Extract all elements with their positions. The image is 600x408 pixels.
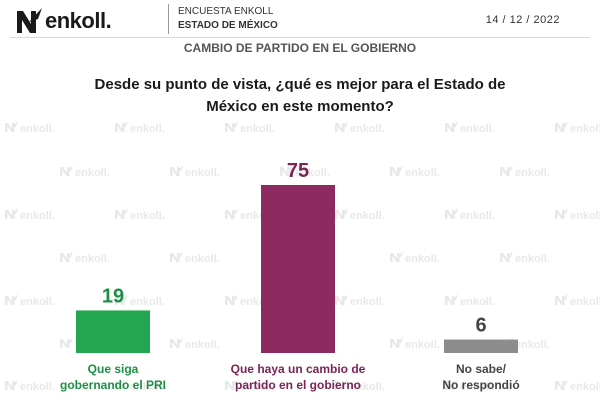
category-label-line: Que siga [88,362,139,376]
category-label: Que siga gobernando el PRI [60,362,166,392]
category-label: No sabe/No respondió [442,362,519,392]
logo-text: enkoll. [45,8,112,33]
data-label: 75 [287,160,309,182]
chart-title: CAMBIO DE PARTIDO EN EL GOBIERNO [183,41,417,55]
bar [444,339,518,353]
survey-state: ESTADO DE MÉXICO [178,20,278,31]
category-label-line: Que haya un cambio de [231,362,366,376]
category-label-line: partido en el gobierno [235,378,361,392]
category-label-line: No respondió [442,378,519,392]
enkoll-logo-icon [17,8,42,33]
data-label: 6 [475,315,486,337]
category-label-line: No sabe/ [456,362,507,376]
category-label: Que haya un cambio de partido en el gobie… [231,362,366,392]
chart-question: Desde su punto de vista, ¿qué es mejor p… [94,76,506,115]
survey-info: ENCUESTA ENKOLL ESTADO DE MÉXICO [178,5,278,33]
bar [76,310,150,353]
category-label-line: gobernando el PRI [60,378,166,392]
header-rule [10,37,590,38]
data-label: 19 [102,285,124,307]
bar [261,185,335,353]
survey-date: 14 / 12 / 2022 [485,14,560,26]
survey-label: ENCUESTA ENKOLL [178,6,274,17]
header: enkoll. ENCUESTA ENKOLL ESTADO DE MÉXICO… [0,0,600,38]
enkoll-logo: enkoll. [14,6,112,36]
header-divider [168,4,169,34]
